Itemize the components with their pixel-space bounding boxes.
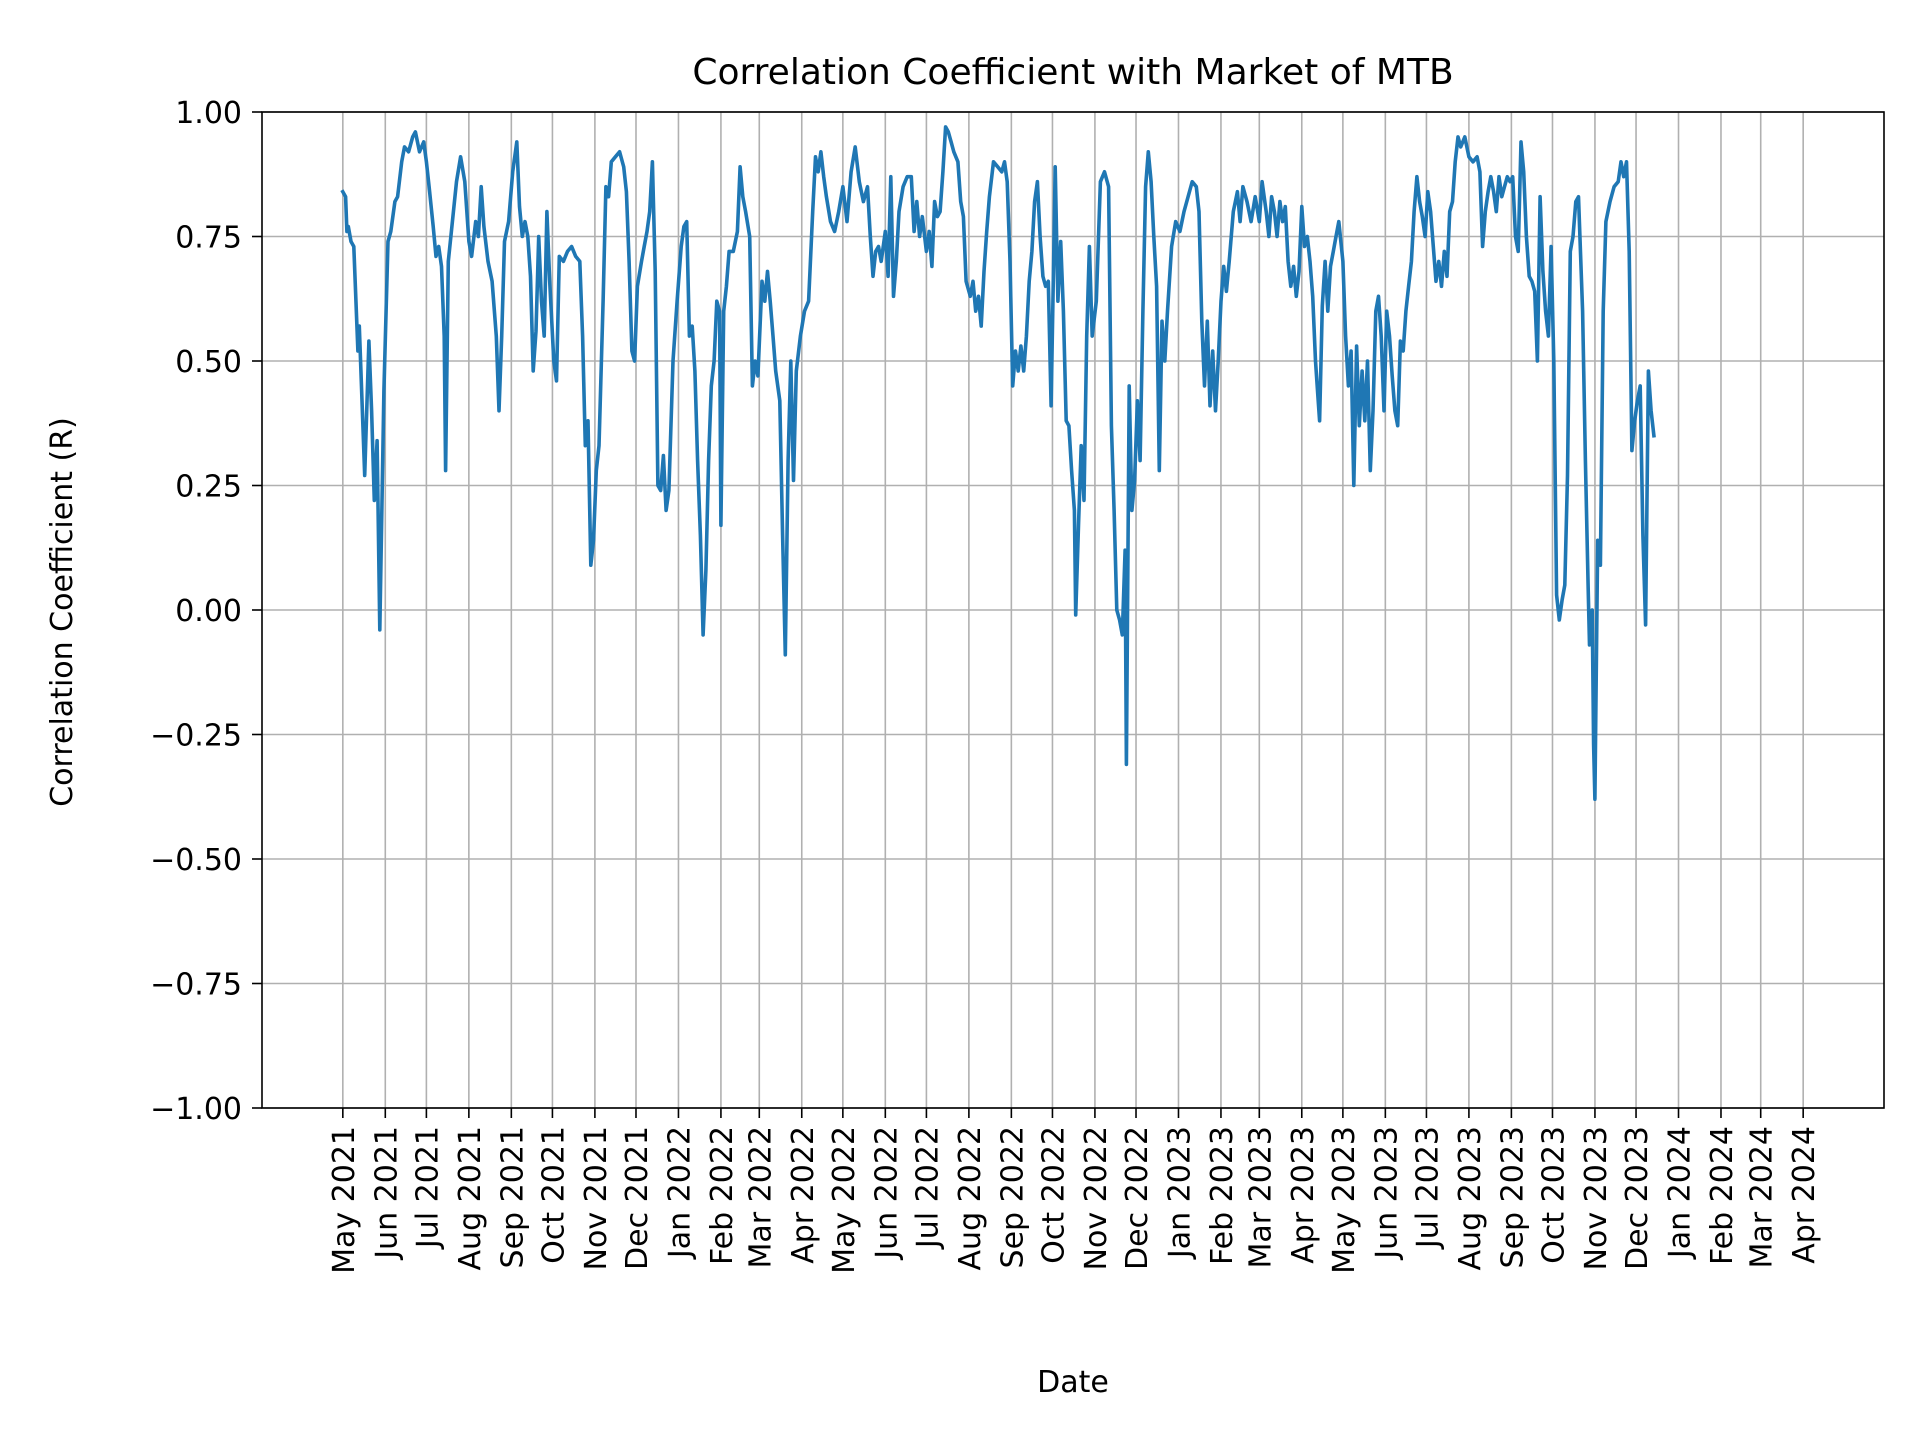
- x-tick-label: May 2023: [1327, 1126, 1362, 1274]
- x-tick-label: Apr 2024: [1787, 1126, 1822, 1264]
- x-tick-label: May 2021: [327, 1126, 362, 1274]
- y-tick-label: 0.50: [175, 345, 242, 380]
- y-tick-label: −0.25: [150, 719, 242, 754]
- x-tick-label: Jan 2022: [662, 1126, 697, 1260]
- series-layer: [340, 125, 1656, 802]
- y-tick-label: 1.00: [175, 96, 242, 131]
- x-tick-label: Jan 2023: [1162, 1126, 1197, 1260]
- y-tick-label: −0.50: [150, 843, 242, 878]
- x-tick-label: Mar 2023: [1243, 1126, 1278, 1269]
- y-tick-label: 0.00: [175, 594, 242, 629]
- x-tick-label: Jan 2024: [1663, 1126, 1698, 1260]
- x-tick-label: Nov 2021: [579, 1126, 614, 1270]
- x-tick-label: Jun 2021: [369, 1126, 404, 1261]
- x-tick-label: Feb 2022: [705, 1126, 740, 1265]
- x-tick-label: Aug 2023: [1453, 1126, 1488, 1270]
- x-tick-label: Feb 2023: [1205, 1126, 1240, 1265]
- x-tick-label: Jun 2023: [1369, 1126, 1404, 1261]
- y-tick-label: −1.00: [150, 1092, 242, 1127]
- x-tick-label: Sep 2023: [1495, 1126, 1530, 1268]
- x-tick-label: Dec 2021: [620, 1126, 655, 1270]
- x-tick-label: Dec 2023: [1620, 1126, 1655, 1270]
- x-tick-label: Jul 2021: [410, 1126, 445, 1250]
- x-tick-label: Jun 2022: [869, 1126, 904, 1261]
- x-tick-label: Jul 2022: [910, 1126, 945, 1250]
- x-tick-label: Apr 2022: [786, 1126, 821, 1264]
- x-tick-label: Aug 2022: [953, 1126, 988, 1270]
- y-axis-label: Correlation Coefficient (R): [45, 417, 80, 807]
- x-tick-label: Aug 2021: [453, 1126, 488, 1270]
- x-tick-label: Feb 2024: [1705, 1126, 1740, 1265]
- x-tick-label: Nov 2023: [1579, 1126, 1614, 1270]
- x-tick-label: Oct 2022: [1036, 1126, 1071, 1264]
- x-tick-label: Dec 2022: [1120, 1126, 1155, 1270]
- x-tick-label: Oct 2021: [536, 1126, 571, 1264]
- x-tick-label: May 2022: [827, 1126, 862, 1274]
- x-tick-label: Oct 2023: [1536, 1126, 1571, 1264]
- x-tick-label: Sep 2021: [495, 1126, 530, 1268]
- x-tick-label: Sep 2022: [995, 1126, 1030, 1268]
- x-tick-label: Jul 2023: [1410, 1126, 1445, 1250]
- series-line-0: [340, 125, 1656, 802]
- x-tick-label: Apr 2023: [1286, 1126, 1321, 1264]
- x-tick-label: Mar 2022: [743, 1126, 778, 1269]
- axis-ticks: 1.00 0.75 0.50 0.25 0.00 −0.25 −0.50 −0.75 −1.00…: [150, 96, 1822, 1274]
- chart-title: Correlation Coefficient with Market of M…: [692, 52, 1453, 93]
- y-tick-label: −0.75: [150, 968, 242, 1003]
- x-tick-label: Nov 2022: [1079, 1126, 1114, 1270]
- x-axis-label: Date: [1037, 1365, 1109, 1400]
- x-tick-label: Mar 2024: [1745, 1126, 1780, 1269]
- y-tick-label: 0.75: [175, 221, 242, 256]
- y-tick-label: 0.25: [175, 470, 242, 505]
